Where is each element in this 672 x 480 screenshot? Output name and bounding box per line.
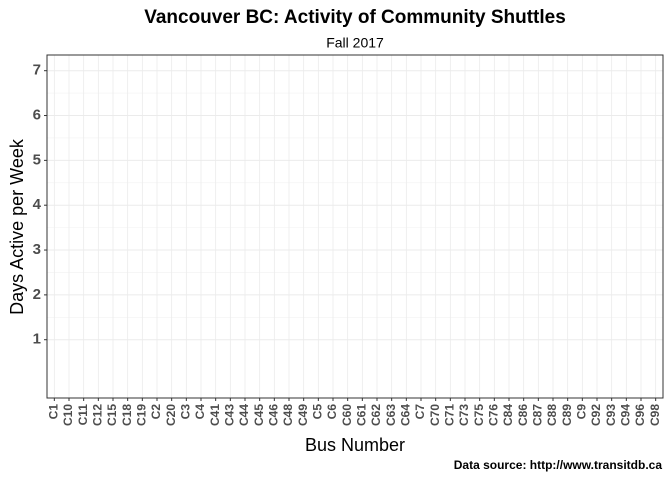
x-tick-label: C19 [135, 404, 149, 426]
x-tick-label: C63 [384, 404, 398, 426]
x-tick-label: C1 [47, 404, 61, 420]
x-tick-label: C94 [619, 404, 633, 426]
x-tick-label: C76 [487, 404, 501, 426]
x-tick-label: C71 [443, 404, 457, 426]
x-tick-label: C48 [281, 404, 295, 426]
panel-border [46, 54, 664, 399]
x-tick-label: C43 [223, 404, 237, 426]
chart-title: Vancouver BC: Activity of Community Shut… [144, 7, 566, 28]
y-tick-label: 3 [33, 241, 41, 258]
x-tick-label: C46 [267, 404, 281, 426]
x-tick-label: C75 [472, 404, 486, 426]
x-tick-label: C98 [648, 404, 662, 426]
x-tick-label: C10 [61, 404, 75, 426]
x-tick-label: C96 [633, 404, 647, 426]
y-tick-label: 7 [33, 62, 41, 79]
x-tick-label: C2 [149, 404, 163, 420]
x-tick-label: C89 [560, 404, 574, 426]
x-tick-label: C73 [457, 404, 471, 426]
x-tick-label: C15 [105, 404, 119, 426]
y-tick-label: 4 [33, 196, 42, 213]
x-tick-label: C4 [193, 404, 207, 420]
x-tick-label: C7 [413, 404, 427, 420]
x-tick-label: C93 [604, 404, 618, 426]
x-tick-label: C6 [325, 404, 339, 420]
x-tick-label: C92 [589, 404, 603, 426]
x-tick-label: C62 [369, 404, 383, 426]
x-tick-label: C70 [428, 404, 442, 426]
caption: Data source: http://www.transitdb.ca [454, 458, 663, 472]
x-tick-label: C20 [164, 404, 178, 426]
y-tick-label: 6 [33, 106, 41, 123]
x-tick-label: C86 [516, 404, 530, 426]
x-tick-label: C11 [76, 404, 90, 426]
x-tick-label: C61 [355, 404, 369, 426]
y-tick-label: 5 [33, 151, 41, 168]
chart-subtitle: Fall 2017 [326, 35, 384, 51]
x-tick-label: C87 [531, 404, 545, 426]
x-tick-label: C49 [296, 404, 310, 426]
y-tick-label: 2 [33, 286, 41, 303]
x-tick-label: C45 [252, 404, 266, 426]
x-tick-label: C41 [208, 404, 222, 426]
y-axis-label: Days Active per Week [7, 138, 27, 315]
x-tick-label: C5 [311, 404, 325, 420]
x-tick-label: C3 [179, 404, 193, 420]
x-tick-label: C18 [120, 404, 134, 426]
x-tick-label: C44 [237, 404, 251, 426]
x-tick-label: C88 [545, 404, 559, 426]
x-tick-label: C12 [91, 404, 105, 426]
x-tick-label: C60 [340, 404, 354, 426]
x-axis-label: Bus Number [305, 435, 405, 455]
x-tick-label: C84 [501, 404, 515, 426]
y-tick-label: 1 [33, 331, 41, 348]
x-tick-label: C64 [399, 404, 413, 426]
x-tick-label: C9 [575, 404, 589, 420]
